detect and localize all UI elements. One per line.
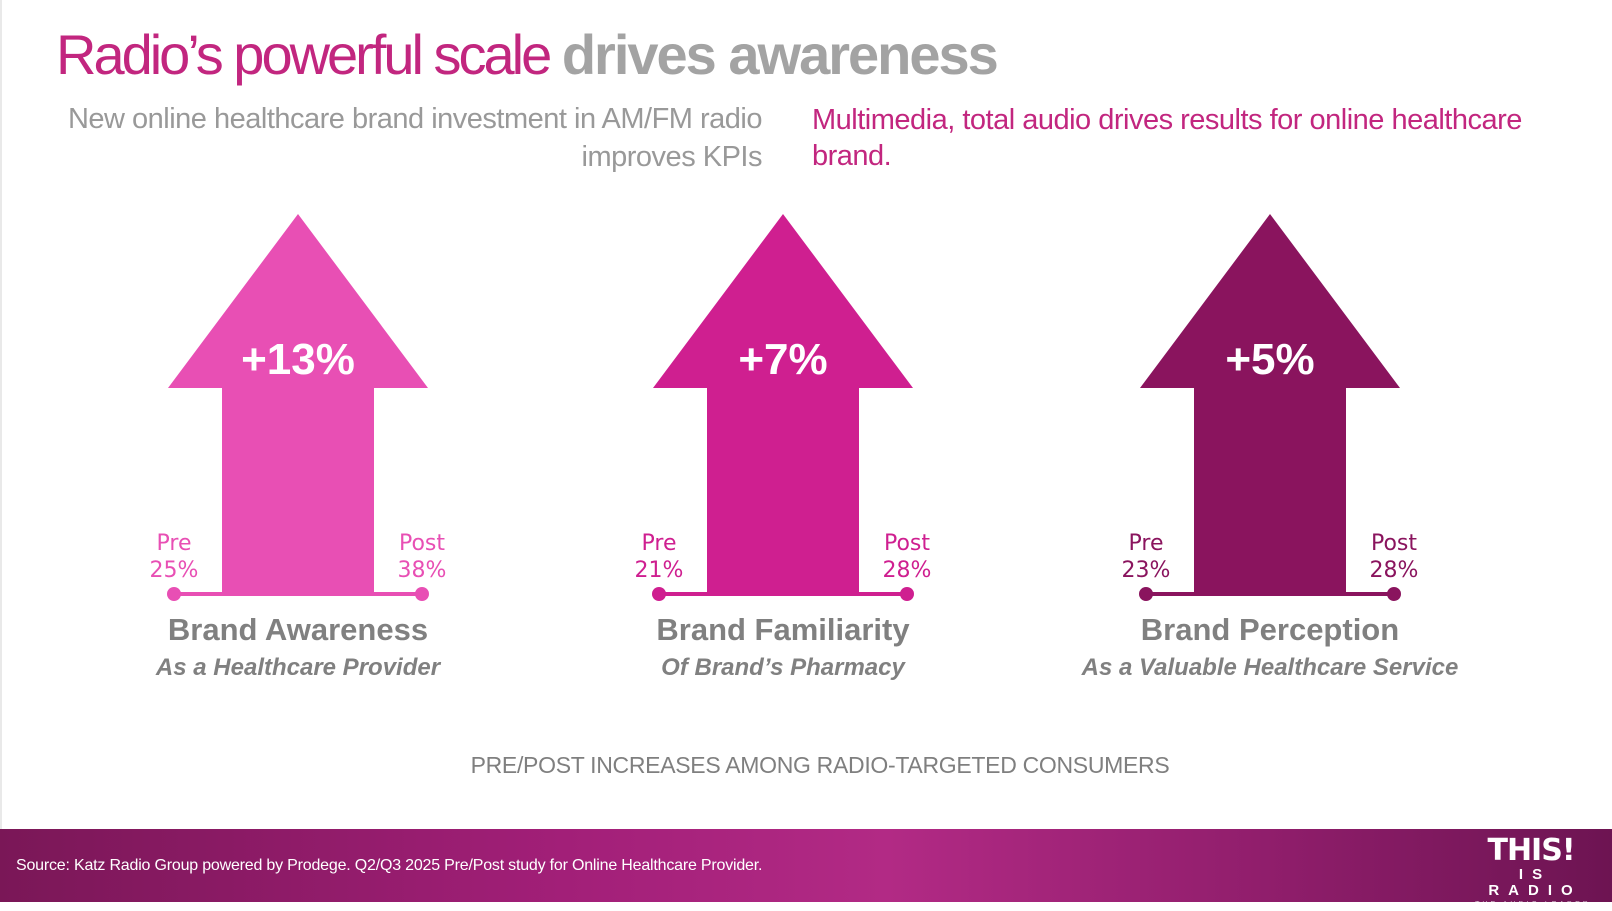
title-part-1: Radio’s powerful scale bbox=[56, 23, 562, 86]
post-value: 28% bbox=[883, 558, 932, 583]
slide-title: Radio’s powerful scale drives awareness bbox=[56, 22, 999, 88]
subcategory-label: As a Healthcare Provider bbox=[155, 654, 442, 681]
pre-value: 25% bbox=[150, 558, 199, 583]
post-label: Post bbox=[399, 531, 445, 556]
category-label: Brand Perception bbox=[1141, 612, 1399, 647]
slide-left-border bbox=[0, 0, 2, 830]
post-value: 38% bbox=[398, 558, 447, 583]
category-label: Brand Awareness bbox=[168, 612, 428, 647]
change-label: +7% bbox=[738, 335, 827, 384]
pre-label: Pre bbox=[157, 531, 192, 556]
logo-line-3: THE AUDIO LEADER bbox=[1475, 901, 1591, 908]
category-label: Brand Familiarity bbox=[656, 612, 910, 647]
chart-caption: PRE/POST INCREASES AMONG RADIO-TARGETED … bbox=[470, 752, 1170, 778]
post-dot bbox=[900, 587, 914, 601]
change-label: +13% bbox=[241, 335, 355, 384]
subtitle-left: New online healthcare brand investment i… bbox=[67, 103, 763, 173]
post-label: Post bbox=[1371, 531, 1417, 556]
pre-value: 21% bbox=[635, 558, 684, 583]
footer-bar: Source: Katz Radio Group powered by Prod… bbox=[0, 829, 1612, 908]
post-label: Post bbox=[884, 531, 930, 556]
post-dot bbox=[1387, 587, 1401, 601]
pre-value: 23% bbox=[1122, 558, 1171, 583]
post-value: 28% bbox=[1370, 558, 1419, 583]
this-is-radio-logo: THIS! IS RADIO THE AUDIO LEADER bbox=[1466, 835, 1596, 911]
pre-dot bbox=[1139, 587, 1153, 601]
pre-label: Pre bbox=[1129, 531, 1164, 556]
subcategory-label: As a Valuable Healthcare Service bbox=[1081, 654, 1459, 681]
pre-label: Pre bbox=[642, 531, 677, 556]
source-note: Source: Katz Radio Group powered by Prod… bbox=[16, 857, 763, 874]
title-part-2: drives awareness bbox=[561, 23, 999, 86]
arrow-1 bbox=[168, 214, 428, 594]
logo-line-2: IS RADIO bbox=[1488, 866, 1582, 899]
post-dot bbox=[415, 587, 429, 601]
logo-line-1: THIS! bbox=[1487, 833, 1575, 868]
subtitle-right: Multimedia, total audio drives results f… bbox=[812, 104, 1522, 172]
subcategory-label: Of Brand’s Pharmacy bbox=[661, 654, 906, 681]
arrow-2 bbox=[653, 214, 913, 594]
arrow-3 bbox=[1140, 214, 1400, 594]
pre-dot bbox=[167, 587, 181, 601]
change-label: +5% bbox=[1225, 335, 1314, 384]
pre-dot bbox=[652, 587, 666, 601]
